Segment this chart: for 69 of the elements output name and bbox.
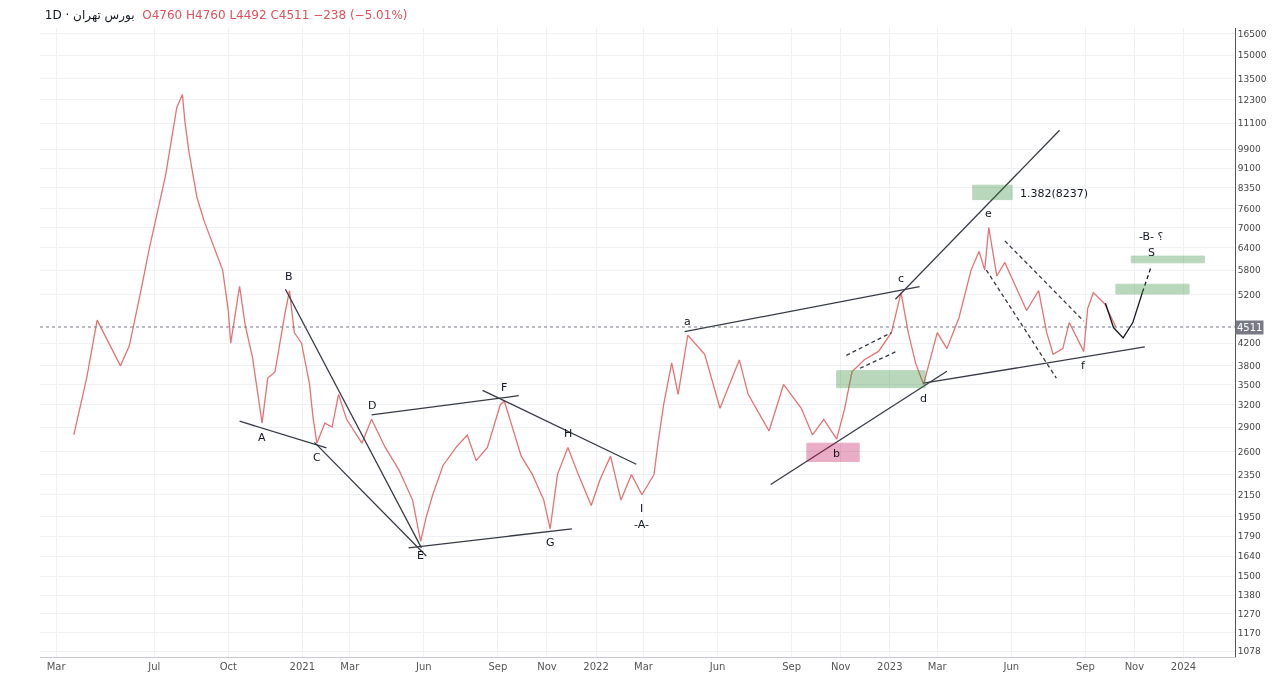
annotation: B bbox=[285, 270, 293, 283]
y-tick-label: 5200 bbox=[1237, 289, 1261, 300]
annotation: f bbox=[1081, 359, 1086, 372]
annotation: G bbox=[546, 536, 555, 549]
y-tick-label: 2150 bbox=[1237, 489, 1261, 500]
y-tick-label: 2900 bbox=[1237, 422, 1261, 433]
y-tick-label: 1950 bbox=[1237, 512, 1261, 523]
y-tick-label: 11100 bbox=[1237, 118, 1267, 129]
y-tick-label: 1170 bbox=[1237, 627, 1261, 638]
x-tick-label: 2024 bbox=[1170, 661, 1197, 672]
y-tick-label: 7600 bbox=[1237, 204, 1261, 215]
x-tick-label: Jul bbox=[147, 661, 161, 672]
y-tick-label: 12300 bbox=[1237, 95, 1267, 106]
annotation: -B- ؟ bbox=[1139, 230, 1164, 243]
y-tick-label: 3500 bbox=[1237, 379, 1261, 390]
x-tick-label: Sep bbox=[488, 661, 508, 672]
annotation: I bbox=[640, 502, 644, 515]
y-tick-label: 16500 bbox=[1237, 28, 1267, 39]
x-tick-label: 2022 bbox=[583, 661, 609, 672]
y-tick-label: 7000 bbox=[1237, 222, 1261, 233]
y-tick-label: 1270 bbox=[1237, 609, 1261, 620]
chart-title: بورس تهران · 1D bbox=[44, 7, 135, 22]
x-tick-label: Sep bbox=[1075, 661, 1095, 672]
y-tick-label: 1640 bbox=[1237, 551, 1261, 562]
annotation: -A- bbox=[634, 518, 650, 531]
annotation: a bbox=[684, 315, 691, 328]
annotation: e bbox=[985, 207, 992, 220]
annotation: c bbox=[898, 272, 905, 285]
y-tick-label: 2600 bbox=[1237, 446, 1261, 457]
chart-subtitle: O4760 H4760 L4492 C4511 −238 (−5.01%) bbox=[142, 7, 408, 22]
y-tick-label: 6400 bbox=[1237, 242, 1261, 253]
x-tick-label: Mar bbox=[634, 661, 654, 672]
y-tick-label: 9900 bbox=[1237, 144, 1261, 155]
annotation: A bbox=[258, 431, 266, 444]
ref-line-label: 4511 bbox=[1237, 322, 1263, 333]
y-tick-label: 8350 bbox=[1237, 182, 1261, 193]
x-tick-label: Oct bbox=[219, 661, 238, 672]
annotation: 1.382(8237) bbox=[1020, 187, 1089, 200]
y-tick-label: 15000 bbox=[1237, 50, 1267, 61]
annotation: S bbox=[1148, 246, 1155, 259]
x-tick-label: Nov bbox=[830, 661, 851, 672]
annotation: d bbox=[920, 392, 927, 405]
x-tick-label: Nov bbox=[1124, 661, 1145, 672]
x-tick-label: Mar bbox=[927, 661, 948, 672]
x-tick-label: Jun bbox=[415, 661, 432, 672]
x-tick-label: 2021 bbox=[289, 661, 316, 672]
y-tick-label: 4200 bbox=[1237, 338, 1261, 349]
x-tick-label: Mar bbox=[46, 661, 67, 672]
x-tick-label: 2023 bbox=[877, 661, 903, 672]
y-tick-label: 1078 bbox=[1237, 646, 1261, 657]
y-tick-label: 3800 bbox=[1237, 360, 1261, 371]
x-tick-label: Jun bbox=[708, 661, 726, 672]
y-tick-label: 3200 bbox=[1237, 399, 1261, 410]
y-tick-label: 5800 bbox=[1237, 265, 1261, 276]
y-tick-label: 1790 bbox=[1237, 531, 1261, 542]
annotation: D bbox=[368, 399, 377, 412]
annotation: E bbox=[417, 549, 424, 562]
x-tick-label: Jun bbox=[1002, 661, 1020, 672]
y-tick-label: 9100 bbox=[1237, 163, 1261, 174]
y-tick-label: 13500 bbox=[1237, 74, 1267, 84]
y-tick-label: 1500 bbox=[1237, 571, 1261, 582]
x-tick-label: Mar bbox=[340, 661, 361, 672]
x-tick-label: Sep bbox=[782, 661, 802, 672]
x-tick-label: Nov bbox=[537, 661, 557, 672]
y-tick-label: 2350 bbox=[1237, 469, 1261, 480]
annotation: C bbox=[313, 451, 321, 464]
y-tick-label: 1380 bbox=[1237, 590, 1261, 601]
annotation: b bbox=[833, 447, 840, 460]
annotation: F bbox=[501, 381, 508, 394]
